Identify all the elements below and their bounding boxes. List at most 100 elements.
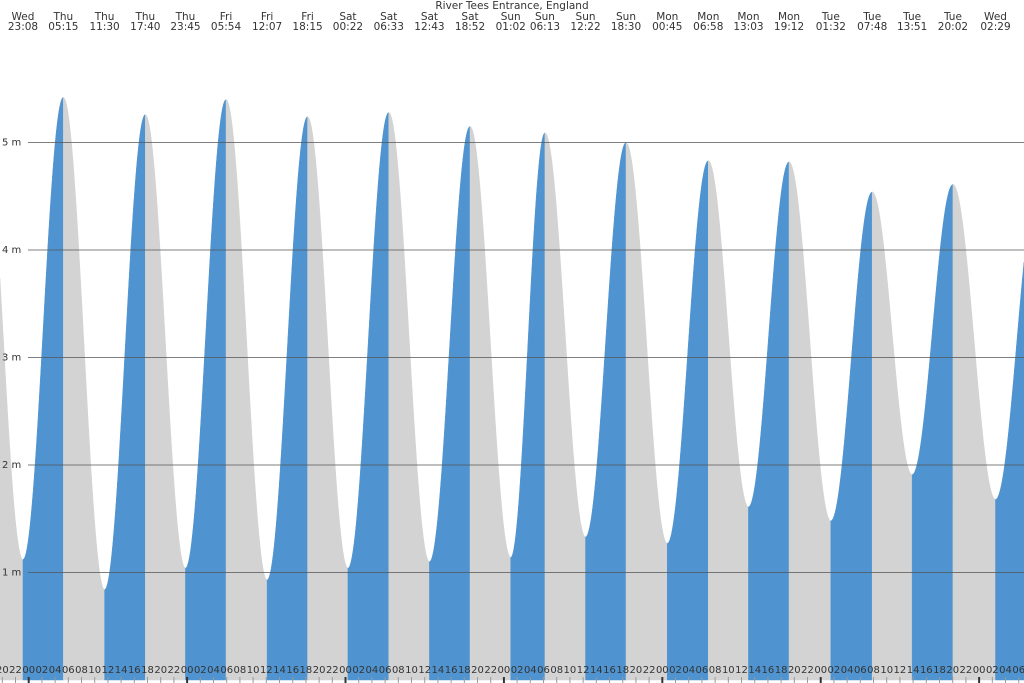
- tide-segment: [544, 132, 586, 681]
- x-tick-label: 06: [696, 665, 709, 676]
- extreme-day: Sat: [461, 11, 478, 23]
- extreme-day: Wed: [12, 11, 35, 23]
- tide-segment: [429, 125, 471, 681]
- x-tick-label: 04: [366, 665, 379, 676]
- tide-segment: [388, 111, 430, 681]
- x-tick-label: 14: [115, 665, 128, 676]
- x-tick-label: 06: [220, 665, 233, 676]
- extreme-time: 23:08: [8, 21, 38, 33]
- extreme-day: Sat: [339, 11, 356, 23]
- x-tick-label: 02: [669, 665, 682, 676]
- x-tick-label: 16: [603, 665, 616, 676]
- y-tick-label: 3 m: [2, 353, 21, 364]
- x-tick-label: 12: [102, 665, 115, 676]
- chart-title: River Tees Entrance, England: [435, 0, 588, 12]
- x-tick-label: 22: [960, 665, 973, 676]
- extreme-day: Sat: [380, 11, 397, 23]
- extreme-time: 12:43: [414, 21, 444, 33]
- x-tick-label: 10: [405, 665, 418, 676]
- extreme-time: 12:07: [252, 21, 282, 33]
- extreme-time: 07:48: [857, 21, 887, 33]
- x-tick-label: 18: [300, 665, 313, 676]
- tide-segment: [266, 116, 308, 681]
- tide-segment: [952, 184, 996, 681]
- x-tick-label: 00: [814, 665, 827, 676]
- extreme-day: Sat: [421, 11, 438, 23]
- extreme-day: Mon: [697, 11, 719, 23]
- tide-segment: [995, 262, 1024, 681]
- x-tick-label: 04: [49, 665, 62, 676]
- extreme-time: 06:58: [693, 21, 723, 33]
- x-tick-label: 04: [999, 665, 1012, 676]
- tide-segment: [911, 184, 954, 681]
- x-tick-label: 18: [775, 665, 788, 676]
- x-tick-label: 06: [537, 665, 550, 676]
- tide-segment: [708, 160, 749, 681]
- extreme-time: 00:22: [333, 21, 363, 33]
- x-tick-label: 14: [907, 665, 920, 676]
- tide-segment: [510, 132, 546, 681]
- x-tick-label: 02: [511, 665, 524, 676]
- extreme-day: Wed: [984, 11, 1007, 23]
- x-tick-label: 08: [709, 665, 722, 676]
- extreme-day: Sun: [576, 11, 596, 23]
- x-tick-label: 10: [564, 665, 577, 676]
- y-tick-label: 2 m: [2, 460, 21, 471]
- x-tick-label: 04: [841, 665, 854, 676]
- tide-segment: [185, 99, 227, 681]
- extreme-day: Sun: [616, 11, 636, 23]
- x-tick-label: 04: [524, 665, 537, 676]
- tide-segment: [585, 142, 627, 681]
- tide-segment: [63, 96, 105, 681]
- extreme-day: Thu: [94, 11, 115, 23]
- extreme-time: 18:30: [611, 21, 641, 33]
- x-tick-label: 22: [801, 665, 814, 676]
- x-tick-label: 12: [260, 665, 273, 676]
- extreme-time: 20:02: [938, 21, 968, 33]
- extreme-day: Mon: [656, 11, 678, 23]
- x-tick-label: 16: [128, 665, 141, 676]
- extreme-time: 13:51: [897, 21, 927, 33]
- tide-segment: [667, 160, 709, 681]
- extreme-time: 19:12: [774, 21, 804, 33]
- extreme-day: Thu: [52, 11, 73, 23]
- x-tick-label: 22: [168, 665, 181, 676]
- x-tick-label: 12: [894, 665, 907, 676]
- x-tick-label: 12: [735, 665, 748, 676]
- extreme-time: 12:22: [570, 21, 600, 33]
- x-tick-label: 20: [788, 665, 801, 676]
- extreme-time: 02:29: [980, 21, 1010, 33]
- x-tick-label: 12: [418, 665, 431, 676]
- x-tick-label: 22: [326, 665, 339, 676]
- extreme-day: Mon: [737, 11, 759, 23]
- tide-segment: [830, 191, 873, 681]
- extreme-day: Thu: [175, 11, 196, 23]
- x-tick-label: 08: [867, 665, 880, 676]
- extreme-day: Mon: [778, 11, 800, 23]
- tide-segment: [748, 161, 790, 681]
- x-tick-label: 10: [880, 665, 893, 676]
- extreme-day: Fri: [220, 11, 233, 23]
- extreme-time: 05:15: [48, 21, 78, 33]
- x-tick-label: 18: [141, 665, 154, 676]
- x-tick-label: 08: [550, 665, 563, 676]
- extreme-time: 01:02: [496, 21, 526, 33]
- x-tick-label: 14: [748, 665, 761, 676]
- tide-segment: [225, 99, 268, 681]
- tide-segment: [307, 116, 349, 681]
- x-tick-label: 06: [379, 665, 392, 676]
- y-tick-label: 4 m: [2, 245, 21, 256]
- extreme-day: Thu: [134, 11, 155, 23]
- x-tick-label: 16: [762, 665, 775, 676]
- x-tick-label: 20: [471, 665, 484, 676]
- extreme-day: Tue: [862, 11, 881, 23]
- x-tick-label: 16: [920, 665, 933, 676]
- extreme-time: 18:52: [455, 21, 485, 33]
- extreme-day: Sun: [535, 11, 555, 23]
- tide-segment: [871, 191, 913, 681]
- x-tick-label: 02: [352, 665, 365, 676]
- extreme-time: 05:54: [211, 21, 242, 33]
- x-tick-label: 14: [590, 665, 603, 676]
- x-tick-label: 02: [36, 665, 49, 676]
